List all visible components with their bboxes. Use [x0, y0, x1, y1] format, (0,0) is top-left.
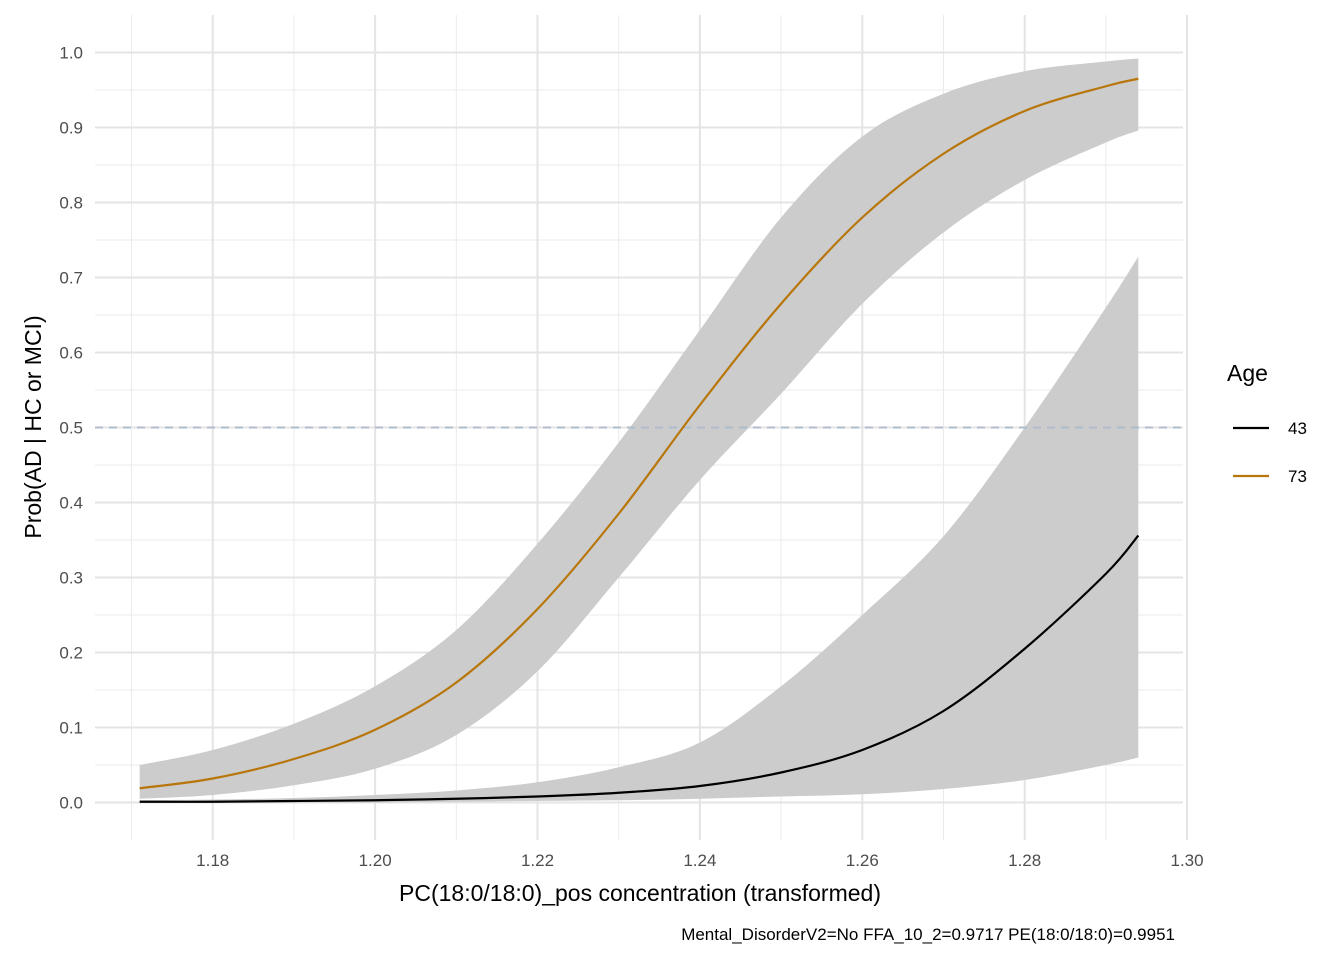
x-tick-label: 1.18 — [196, 851, 229, 870]
x-tick-labels: 1.18 1.20 1.22 1.24 1.26 1.28 1.30 — [196, 851, 1203, 870]
y-tick-label: 0.3 — [59, 569, 83, 588]
caption: Mental_DisorderV2=No FFA_10_2=0.9717 PE(… — [681, 925, 1175, 944]
x-tick-label: 1.20 — [359, 851, 392, 870]
y-axis-title: Prob(AD | HC or MCI) — [20, 315, 46, 538]
x-tick-label: 1.26 — [846, 851, 879, 870]
x-tick-label: 1.22 — [521, 851, 554, 870]
confidence-ribbons — [139, 58, 1139, 803]
y-tick-label: 0.1 — [59, 719, 83, 738]
y-tick-label: 0.8 — [59, 194, 83, 213]
legend: Age 43 73 — [1227, 360, 1307, 486]
y-tick-label: 1.0 — [59, 44, 83, 63]
series-line-age-43 — [139, 534, 1140, 803]
series-lines — [139, 77, 1140, 803]
y-tick-label: 0.4 — [59, 494, 83, 513]
x-tick-label: 1.24 — [683, 851, 716, 870]
legend-label-age-73: 73 — [1288, 467, 1307, 486]
y-tick-label: 0.7 — [59, 269, 83, 288]
y-tick-label: 0.0 — [59, 794, 83, 813]
ribbon-age-43 — [139, 256, 1139, 803]
x-tick-label: 1.30 — [1171, 851, 1204, 870]
ribbon-age-73 — [139, 58, 1139, 799]
x-tick-label: 1.28 — [1008, 851, 1041, 870]
y-tick-label: 0.6 — [59, 344, 83, 363]
y-tick-label: 0.2 — [59, 644, 83, 663]
legend-label-age-43: 43 — [1288, 419, 1307, 438]
y-tick-label: 0.9 — [59, 119, 83, 138]
y-tick-labels: 0.0 0.1 0.2 0.3 0.4 0.5 0.6 0.7 0.8 0.9 1.0 — [59, 44, 83, 813]
legend-title: Age — [1227, 360, 1268, 386]
legend-items: 43 73 — [1233, 419, 1307, 486]
series-line-age-73 — [139, 77, 1139, 790]
x-axis-title: PC(18:0/18:0)_pos concentration (transfo… — [399, 880, 881, 906]
y-tick-label: 0.5 — [59, 419, 83, 438]
